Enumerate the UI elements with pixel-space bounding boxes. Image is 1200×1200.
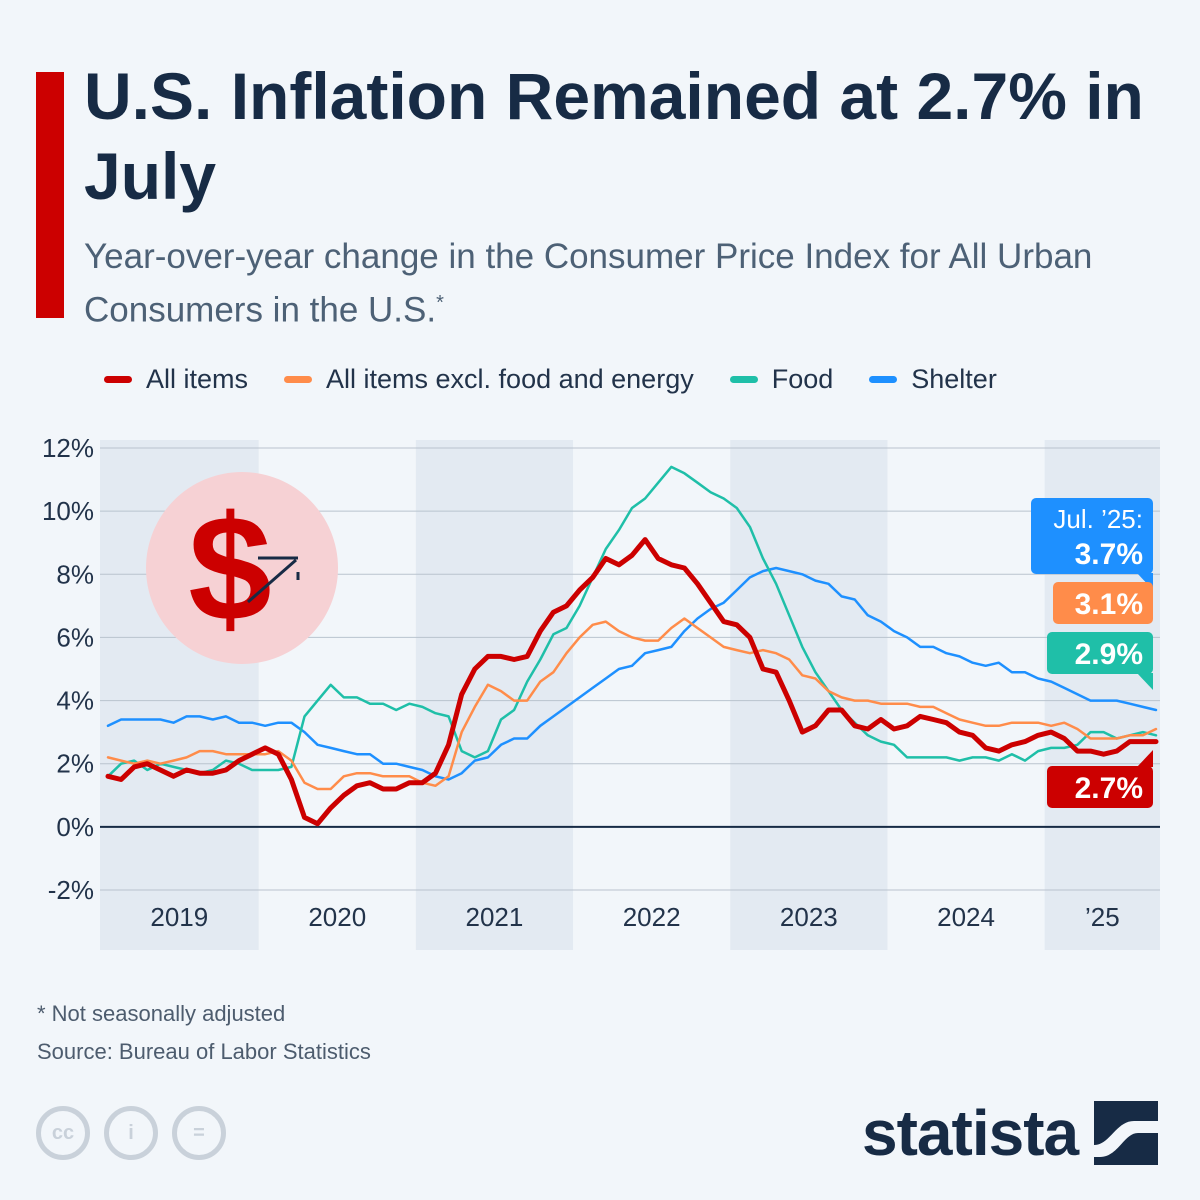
subtitle-text: Year-over-year change in the Consumer Pr…	[84, 237, 1093, 330]
no-derivatives-icon[interactable]: =	[172, 1106, 226, 1160]
legend-swatch-all-items	[104, 376, 132, 383]
end-label-value: 3.1%	[1075, 588, 1143, 621]
source: Source: Bureau of Labor Statistics	[37, 1039, 371, 1064]
end-label-value: 2.9%	[1075, 638, 1143, 671]
y-tick-label: 12%	[42, 433, 94, 463]
legend-item-core: All items excl. food and energy	[284, 364, 694, 395]
end-label-box	[1047, 632, 1153, 674]
series-line-2	[106, 465, 1158, 778]
year-band-4	[730, 440, 888, 950]
legend-item-all-items: All items	[104, 364, 248, 395]
legend-label-food: Food	[771, 364, 834, 394]
y-tick-label: 0%	[56, 812, 94, 842]
attribution-icon[interactable]: i	[104, 1106, 158, 1160]
end-value-label: 2.7%	[1047, 750, 1153, 808]
x-tick-label: 2022	[623, 902, 681, 932]
series-line-3	[106, 566, 1158, 781]
end-label-box	[1053, 582, 1153, 624]
end-label-value: 2.7%	[1075, 772, 1143, 805]
x-tick-label: 2019	[150, 902, 208, 932]
legend-swatch-food	[729, 376, 758, 383]
brand-name: statista	[862, 1097, 1079, 1169]
end-label-box	[1047, 766, 1153, 808]
x-tick-label: 2023	[780, 902, 838, 932]
y-tick-label: 10%	[42, 496, 94, 526]
y-tick-label: -2%	[48, 875, 94, 905]
series-line-1	[106, 617, 1158, 791]
end-label-pointer	[1137, 673, 1153, 690]
end-label-caption: Jul. ’25:	[1053, 504, 1143, 534]
footnote: * Not seasonally adjusted	[37, 1001, 286, 1026]
legend-label-all-items: All items	[146, 364, 249, 394]
legend-label-shelter: Shelter	[911, 364, 997, 394]
trend-arrow-line	[247, 558, 297, 604]
year-band-2	[415, 440, 574, 950]
title-accent-bar	[36, 72, 64, 318]
creative-commons-icon[interactable]: cc	[36, 1106, 90, 1160]
dollar-sign: $	[188, 484, 271, 652]
line-chart: 2019 2020 2021 2022 2023 2024 ’25 -2% 0% 2% 4% 6% 8%…	[42, 433, 1160, 950]
end-label-box	[1031, 498, 1153, 574]
end-label-pointer	[1137, 750, 1153, 767]
x-tick-label: ’25	[1085, 902, 1120, 932]
statista-logo-icon	[1094, 1101, 1159, 1165]
end-value-label: 3.1%	[1053, 582, 1153, 624]
end-value-label: 2.9%	[1047, 632, 1153, 690]
legend-label-core: All items excl. food and energy	[326, 364, 694, 394]
legend-swatch-core	[284, 376, 313, 383]
y-tick-label: 4%	[56, 686, 94, 716]
chart-title: U.S. Inflation Remained at 2.7% in July	[84, 59, 1144, 213]
y-tick-label: 2%	[56, 749, 94, 779]
trend-arrow-head	[258, 556, 300, 596]
series-line-0	[105, 537, 1159, 827]
y-tick-label: 8%	[56, 559, 94, 589]
x-tick-label: 2020	[308, 902, 366, 932]
icon-background	[146, 472, 338, 664]
legend-swatch-shelter	[869, 376, 898, 383]
end-value-label: Jul. ’25: 3.7%	[1031, 498, 1153, 590]
legend-item-shelter: Shelter	[869, 364, 997, 395]
y-tick-label: 6%	[56, 622, 94, 652]
x-tick-label: 2024	[937, 902, 995, 932]
legend-item-food: Food	[729, 364, 834, 395]
statista-logo[interactable]: statista	[862, 1097, 1159, 1169]
dollar-trend-icon: $	[146, 472, 338, 664]
subtitle-footnote-mark: *	[436, 292, 444, 314]
end-label-value: 3.7%	[1075, 538, 1143, 571]
chart-subtitle: Year-over-year change in the Consumer Pr…	[84, 234, 1144, 334]
legend: All items All items excl. food and energ…	[104, 364, 997, 395]
x-tick-label: 2021	[466, 902, 524, 932]
license-icons: cc i =	[36, 1106, 226, 1160]
